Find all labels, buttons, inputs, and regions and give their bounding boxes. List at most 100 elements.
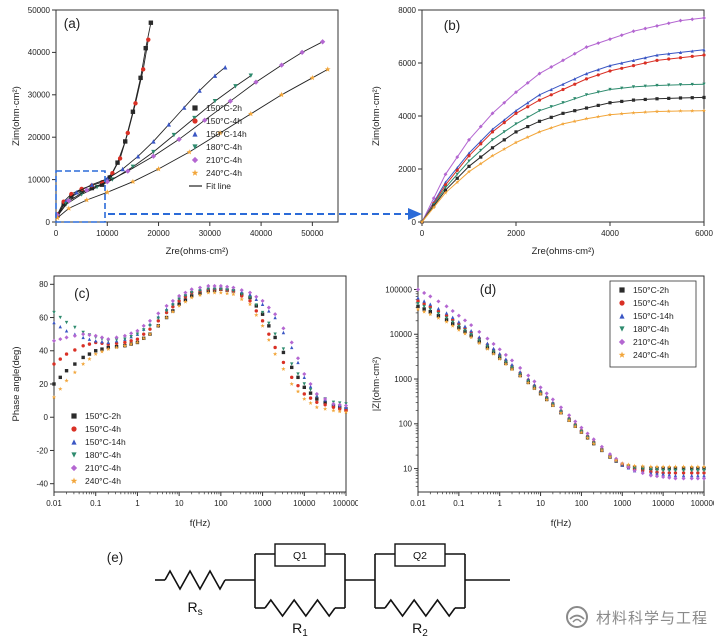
svg-text:150°C-14h: 150°C-14h	[85, 437, 126, 447]
svg-text:6000: 6000	[398, 59, 416, 68]
svg-text:2000: 2000	[398, 165, 416, 174]
svg-text:240°C-4h: 240°C-4h	[206, 168, 242, 178]
svg-text:150°C-14h: 150°C-14h	[633, 311, 674, 321]
svg-text:(d): (d)	[480, 282, 497, 297]
svg-text:180°C-4h: 180°C-4h	[85, 450, 121, 460]
svg-text:R1: R1	[292, 620, 308, 638]
svg-text:150°C-2h: 150°C-2h	[633, 285, 669, 295]
svg-text:40000: 40000	[250, 229, 273, 238]
svg-text:20000: 20000	[147, 229, 170, 238]
svg-text:Q2: Q2	[413, 550, 427, 562]
svg-text:Q1: Q1	[293, 550, 307, 562]
chart-c-canvas: 0.01 0.1 1 10 100 1000 10000 100000 -40 -20 0 20 40 6…	[11, 275, 360, 529]
svg-text:1000: 1000	[394, 375, 412, 384]
svg-text:100000: 100000	[385, 285, 412, 294]
chart-d-canvas: 0.01 0.1 1 10 100 1000 10000 100000 10 100 1000 100…	[371, 275, 718, 529]
chart-a-canvas: 0 10000 20000 30000 40000 50000 0 10000 20000 300…	[11, 6, 339, 257]
svg-text:20: 20	[39, 380, 48, 389]
svg-text:(c): (c)	[74, 286, 90, 301]
svg-text:4000: 4000	[601, 229, 619, 238]
svg-text:150°C-14h: 150°C-14h	[206, 129, 247, 139]
svg-text:20000: 20000	[28, 133, 51, 142]
svg-text:0: 0	[46, 218, 51, 227]
svg-text:0.1: 0.1	[453, 499, 465, 508]
svg-text:150°C-4h: 150°C-4h	[206, 116, 242, 126]
svg-text:10: 10	[403, 464, 412, 473]
svg-text:R2: R2	[412, 620, 428, 638]
svg-text:0.1: 0.1	[90, 499, 102, 508]
svg-text:-40: -40	[36, 479, 48, 488]
watermark-logo-icon	[565, 606, 588, 628]
svg-text:150°C-4h: 150°C-4h	[633, 298, 669, 308]
svg-text:180°C-4h: 180°C-4h	[633, 324, 669, 334]
svg-text:-20: -20	[36, 446, 48, 455]
svg-text:Zim(ohm·cm²): Zim(ohm·cm²)	[371, 86, 382, 146]
svg-text:10000: 10000	[652, 499, 675, 508]
svg-text:|Z|(ohm·cm²): |Z|(ohm·cm²)	[371, 357, 382, 412]
svg-text:100000: 100000	[691, 499, 714, 508]
watermark-text: 材料科学与工程	[595, 609, 708, 627]
chart-b-canvas: 0 2000 4000 6000 0 2000 4000 6000 8000 Zre(ohms·c…	[371, 6, 713, 257]
svg-text:100: 100	[575, 499, 589, 508]
svg-text:10000: 10000	[28, 175, 51, 184]
svg-text:(b): (b)	[444, 18, 461, 33]
svg-text:Rs: Rs	[187, 599, 202, 618]
svg-text:100: 100	[399, 420, 413, 429]
svg-text:6000: 6000	[695, 229, 713, 238]
chart-d-bode-modulus: 0.01 0.1 1 10 100 1000 10000 100000 10 100 1000 100…	[366, 270, 718, 539]
svg-text:10000: 10000	[293, 499, 316, 508]
svg-text:(e): (e)	[107, 550, 124, 565]
svg-text:Zre(ohms·cm²): Zre(ohms·cm²)	[532, 246, 595, 257]
equivalent-circuit: (e) Rs Q1 R1 Q2 R2	[107, 543, 510, 639]
watermark: 材料科学与工程	[564, 604, 708, 630]
svg-text:0: 0	[420, 229, 425, 238]
svg-text:210°C-4h: 210°C-4h	[85, 463, 121, 473]
svg-text:f(Hz): f(Hz)	[551, 518, 572, 529]
svg-text:Zim(ohm·cm²): Zim(ohm·cm²)	[11, 86, 22, 146]
chart-a-nyquist-full: 0 10000 20000 30000 40000 50000 0 10000 20000 300…	[6, 4, 350, 267]
svg-text:210°C-4h: 210°C-4h	[206, 155, 242, 165]
svg-text:0: 0	[54, 229, 59, 238]
svg-text:50000: 50000	[301, 229, 324, 238]
svg-text:100: 100	[214, 499, 228, 508]
svg-text:30000: 30000	[28, 91, 51, 100]
svg-text:150°C-2h: 150°C-2h	[85, 411, 121, 421]
svg-text:0: 0	[412, 218, 417, 227]
chart-b-nyquist-zoom: 0 2000 4000 6000 0 2000 4000 6000 8000 Zre(ohms·c…	[366, 4, 714, 267]
svg-text:8000: 8000	[398, 6, 416, 15]
svg-text:0.01: 0.01	[46, 499, 62, 508]
svg-text:210°C-4h: 210°C-4h	[633, 337, 669, 347]
svg-text:80: 80	[39, 280, 48, 289]
svg-text:0.01: 0.01	[410, 499, 426, 508]
svg-text:1000: 1000	[613, 499, 631, 508]
svg-text:240°C-4h: 240°C-4h	[85, 476, 121, 486]
svg-text:1: 1	[497, 499, 502, 508]
equivalent-circuit-panel: (e) Rs Q1 R1 Q2 R2	[60, 538, 580, 640]
svg-text:40: 40	[39, 347, 48, 356]
svg-text:1000: 1000	[254, 499, 272, 508]
svg-text:0: 0	[44, 413, 49, 422]
chart-c-bode-phase: 0.01 0.1 1 10 100 1000 10000 100000 -40 -20 0 20 40 6…	[6, 270, 360, 539]
svg-text:(a): (a)	[64, 16, 81, 31]
svg-text:Fit line: Fit line	[206, 181, 231, 191]
svg-text:40000: 40000	[28, 48, 51, 57]
svg-text:Phase angle(deg): Phase angle(deg)	[11, 347, 22, 422]
svg-text:150°C-2h: 150°C-2h	[206, 103, 242, 113]
svg-text:180°C-4h: 180°C-4h	[206, 142, 242, 152]
svg-text:f(Hz): f(Hz)	[190, 518, 211, 529]
svg-text:2000: 2000	[507, 229, 525, 238]
svg-text:4000: 4000	[398, 112, 416, 121]
svg-text:Zre(ohms·cm²): Zre(ohms·cm²)	[166, 246, 229, 257]
svg-text:10000: 10000	[96, 229, 119, 238]
svg-text:30000: 30000	[199, 229, 222, 238]
svg-text:1: 1	[135, 499, 140, 508]
svg-text:10: 10	[175, 499, 184, 508]
svg-text:240°C-4h: 240°C-4h	[633, 350, 669, 360]
svg-text:50000: 50000	[28, 6, 51, 15]
svg-text:60: 60	[39, 313, 48, 322]
svg-text:10000: 10000	[390, 330, 413, 339]
svg-text:100000: 100000	[333, 499, 358, 508]
svg-text:150°C-4h: 150°C-4h	[85, 424, 121, 434]
svg-text:10: 10	[536, 499, 545, 508]
